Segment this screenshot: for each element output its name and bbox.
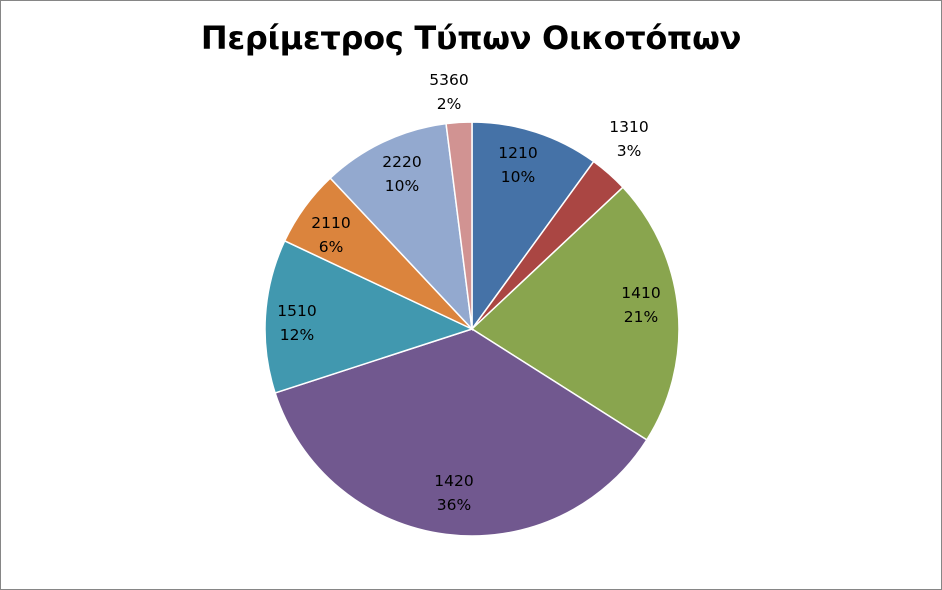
slice-category-label-1410: 1410 [621, 284, 660, 302]
pie-slices [264, 121, 680, 537]
slice-percent-label-1210: 10% [501, 168, 535, 186]
slice-percent-label-1310: 3% [617, 142, 642, 160]
slice-percent-label-1510: 12% [280, 326, 314, 344]
slice-percent-label-1410: 21% [624, 308, 658, 326]
slice-category-label-2110: 2110 [311, 214, 350, 232]
slice-category-label-1510: 1510 [277, 302, 316, 320]
slice-percent-label-2220: 10% [385, 177, 419, 195]
pie-slice-1410 [470, 186, 680, 441]
slice-percent-label-2110: 6% [319, 238, 344, 256]
slice-percent-label-1420: 36% [437, 496, 471, 514]
slice-percent-label-5360: 2% [437, 95, 462, 113]
pie-slice-2220 [329, 122, 474, 332]
pie-labels: 1210 10% 1310 3% 1410 21% 1420 36% 1510 12% 2110 6%… [277, 71, 660, 514]
slice-category-label-1310: 1310 [609, 118, 648, 136]
pie-slice-1510 [264, 239, 475, 394]
slice-category-label-1420: 1420 [434, 472, 473, 490]
chart-title: Περίμετρος Τύπων Οικοτόπων [200, 19, 742, 57]
slice-category-label-2220: 2220 [382, 153, 421, 171]
pie-slice-1420 [274, 328, 648, 537]
slice-category-label-5360: 5360 [429, 71, 468, 89]
pie-slice-5360 [445, 121, 473, 330]
slice-category-label-1210: 1210 [498, 144, 537, 162]
pie-slice-1210 [471, 121, 595, 332]
